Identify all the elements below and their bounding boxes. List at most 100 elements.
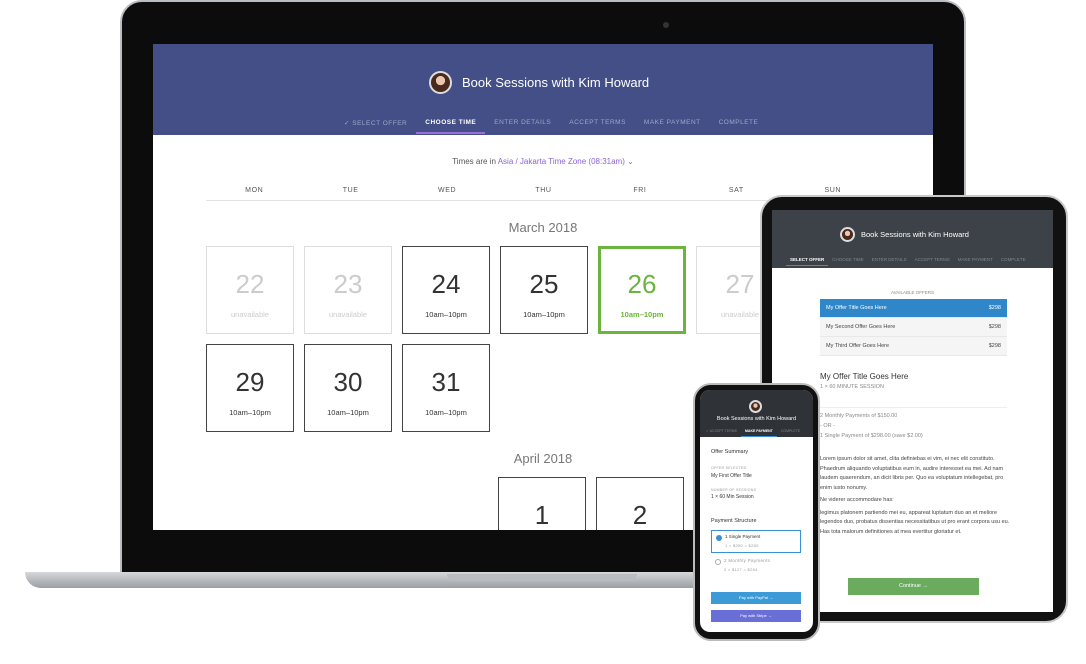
step-tab[interactable]: CHOOSE TIME	[416, 119, 486, 134]
day-hours: 10am–10pm	[327, 408, 369, 417]
step-tab[interactable]: ACCEPT TERMS	[914, 257, 950, 262]
offer-selected: My First Offer Title	[711, 473, 752, 479]
step-tab[interactable]: COMPLETE	[1000, 257, 1026, 262]
weekday-label: SUN	[824, 187, 842, 194]
day-cell[interactable]: 1	[498, 477, 586, 530]
field-label: NUMBER OF SESSIONS	[711, 488, 757, 492]
step-tab[interactable]: SELECT OFFER	[786, 257, 829, 266]
offer-price: $298	[988, 343, 1001, 349]
day-cell: 22 unavailable	[206, 246, 294, 334]
day-cell: 23 unavailable	[304, 246, 392, 334]
offer-price: $298	[988, 324, 1001, 330]
day-number: 2	[632, 500, 648, 530]
timezone-dropdown[interactable]: Asia / Jakarta Time Zone (08:31am) ⌄	[497, 157, 634, 166]
timezone-label: Times are in	[452, 157, 498, 166]
single-payment-option[interactable]: 1 Single Payment 1 × $250 = $250	[711, 530, 801, 553]
day-number: 31	[431, 367, 461, 397]
step-tab[interactable]: MAKE PAYMENT	[643, 119, 701, 126]
day-number: 23	[333, 269, 363, 299]
step-tab[interactable]: COMPLETE	[780, 429, 801, 433]
day-number: 30	[333, 367, 363, 397]
field-label: OFFER SELECTED	[711, 466, 747, 470]
step-tabs: ✓ ACCEPT TERMS MAKE PAYMENT COMPLETE	[702, 429, 804, 437]
offers-label: AVAILABLE OFFERS	[890, 290, 935, 295]
option-label: 1 Single Payment	[725, 534, 761, 539]
weekday-label: TUE	[342, 187, 359, 194]
day-number: 29	[235, 367, 265, 397]
offer-item[interactable]: My Second Offer Goes Here $298	[820, 318, 1007, 337]
day-hours: 10am–10pm	[523, 310, 565, 319]
day-hours: 10am–10pm	[229, 408, 271, 417]
day-number: 22	[235, 269, 265, 299]
avatar	[749, 400, 762, 413]
offer-item[interactable]: My Offer Title Goes Here $298	[820, 299, 1007, 318]
offer-price: $298	[988, 305, 1001, 311]
radio-checked-icon	[716, 535, 722, 541]
day-number: 25	[529, 269, 559, 299]
day-cell[interactable]: 30 10am–10pm	[304, 344, 392, 432]
offer-description: Lorem ipsum dolor sit amet, clita defini…	[820, 455, 1010, 537]
day-number: 1	[534, 500, 550, 530]
booking-header: Book Sessions with Kim Howard SELECT OFF…	[772, 210, 1053, 268]
monthly-payment-option[interactable]: 2 Monthly Payments 2 × $127 = $254	[711, 555, 801, 577]
weekday-label: FRI	[633, 187, 647, 194]
day-number: 24	[431, 269, 461, 299]
laptop-notch	[447, 574, 637, 581]
step-tab[interactable]: ✓ ACCEPT TERMS	[706, 429, 738, 433]
day-cell[interactable]: 31 10am–10pm	[402, 344, 490, 432]
payment-structure-heading: Payment Structure	[711, 518, 757, 524]
offer-name: My Second Offer Goes Here	[826, 324, 896, 330]
day-hours: unavailable	[231, 310, 269, 319]
payment-option: 1 Single Payment of $298.00 (save $2.00)	[820, 433, 923, 439]
avatar	[429, 71, 452, 94]
offer-item[interactable]: My Third Offer Goes Here $298	[820, 337, 1007, 356]
day-hours: 10am–10pm	[620, 310, 664, 319]
step-tab[interactable]: MAKE PAYMENT	[741, 429, 777, 437]
weekday-label: WED	[437, 187, 457, 194]
day-number: 26	[627, 269, 657, 299]
day-cell[interactable]: 25 10am–10pm	[500, 246, 588, 334]
page-title: Book Sessions with Kim Howard	[861, 230, 969, 239]
step-tab[interactable]: ACCEPT TERMS	[569, 119, 626, 126]
day-cell[interactable]: 29 10am–10pm	[206, 344, 294, 432]
day-number: 27	[725, 269, 755, 299]
day-cell[interactable]: 26 10am–10pm	[598, 246, 686, 334]
paragraph: legimus platonem partiendo mei eu, appar…	[820, 509, 1010, 535]
step-tab[interactable]: ENTER DETAILS	[494, 119, 552, 126]
paypal-button[interactable]: Pay with PayPal →	[711, 592, 801, 604]
payment-options: 2 Monthly Payments of $150.00 - OR - 1 S…	[820, 407, 1007, 441]
sessions-value: 1 × 60 Min Session	[711, 494, 754, 500]
timezone-notice: Times are in Asia / Jakarta Time Zone (0…	[153, 157, 933, 166]
step-tab[interactable]: ENTER DETAILS	[871, 257, 907, 262]
paragraph: Ne viderer accommodare has:	[820, 497, 894, 503]
weekday-label: MON	[245, 187, 264, 194]
page-title: Book Sessions with Kim Howard	[462, 75, 650, 90]
radio-icon	[715, 559, 721, 565]
booking-header: Book Sessions with Kim Howard ✓ ACCEPT T…	[700, 390, 813, 437]
option-detail: 2 × $127 = $254	[724, 567, 758, 572]
day-hours: unavailable	[721, 310, 759, 319]
avatar	[840, 227, 855, 242]
step-tab[interactable]: MAKE PAYMENT	[957, 257, 993, 262]
offer-list: My Offer Title Goes Here $298 My Second Of…	[820, 299, 1007, 356]
option-label: 2 Monthly Payments	[724, 558, 771, 563]
payment-option: 2 Monthly Payments of $150.00	[820, 413, 898, 419]
step-tab[interactable]: CHOOSE TIME	[832, 257, 864, 262]
weekday-label: SAT	[728, 187, 744, 194]
month-label: April 2018	[513, 451, 573, 466]
day-cell[interactable]: 24 10am–10pm	[402, 246, 490, 334]
continue-button[interactable]: Continue →	[848, 578, 979, 595]
step-tabs: ✓ SELECT OFFER CHOOSE TIME ENTER DETAILS AC…	[335, 119, 767, 134]
step-tab[interactable]: ✓ SELECT OFFER	[344, 120, 408, 127]
step-tab[interactable]: COMPLETE	[718, 119, 759, 126]
stripe-button[interactable]: Pay with Stripe →	[711, 610, 801, 622]
offer-name: My Third Offer Goes Here	[826, 343, 890, 349]
or-separator: - OR -	[820, 423, 835, 429]
day-cell[interactable]: 2	[596, 477, 684, 530]
day-hours: 10am–10pm	[425, 310, 467, 319]
day-hours: unavailable	[329, 310, 367, 319]
option-detail: 1 × $250 = $250	[725, 543, 759, 548]
summary-heading: Offer Summary	[711, 449, 749, 455]
month-label: March 2018	[508, 220, 578, 235]
booking-header: Book Sessions with Kim Howard ✓ SELECT O…	[153, 44, 933, 135]
